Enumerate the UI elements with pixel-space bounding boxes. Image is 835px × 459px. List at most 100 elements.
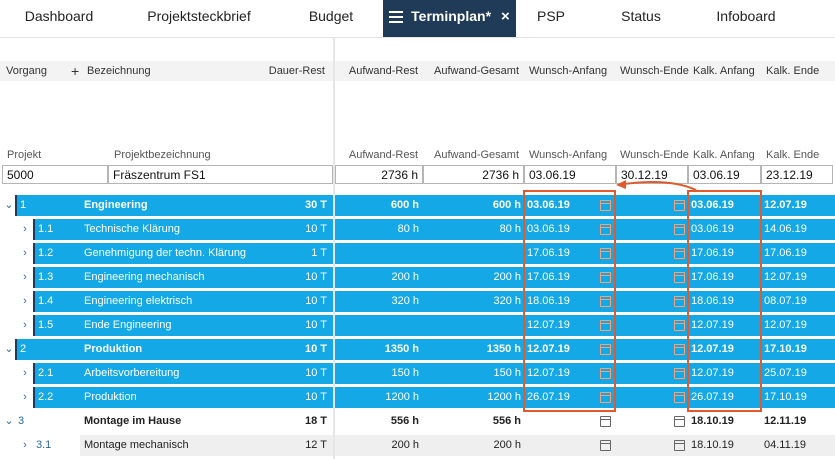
task-kalk-anfang: 12.07.19	[688, 315, 761, 336]
task-row[interactable]: ⌄ 2 Produktion 10 T 1350 h 1350 h 12.07.19 12.0…	[0, 339, 835, 360]
calendar-icon[interactable]	[600, 320, 611, 331]
project-aufwand-rest-field[interactable]: 2736 h	[335, 165, 423, 184]
task-row[interactable]: › 2.2 Produktion 10 T 1200 h 1200 h 26.07.19 26…	[0, 387, 835, 408]
task-row[interactable]: › 1.5 Ende Engineering 10 T 12.07.19 12.07.19…	[0, 315, 835, 336]
expand-chevron-icon[interactable]: ›	[23, 367, 27, 379]
col-header-vorgang[interactable]: Vorgang	[6, 65, 47, 77]
task-wunsch-anfang[interactable]: 12.07.19	[524, 315, 616, 336]
expand-chevron-icon[interactable]: ›	[23, 247, 27, 259]
task-row[interactable]: › 1.4 Engineering elektrisch 10 T 320 h 320 h…	[0, 291, 835, 312]
task-wunsch-anfang[interactable]	[524, 435, 616, 456]
task-wunsch-ende[interactable]	[616, 195, 688, 216]
task-wunsch-ende[interactable]	[616, 291, 688, 312]
calendar-icon[interactable]	[674, 392, 685, 403]
task-wunsch-ende[interactable]	[616, 219, 688, 240]
task-wunsch-ende[interactable]	[616, 435, 688, 456]
task-wunsch-anfang[interactable]: 12.07.19	[524, 363, 616, 384]
col-header-kalk-anfang[interactable]: Kalk. Anfang	[693, 65, 755, 77]
close-icon[interactable]: ×	[501, 8, 510, 25]
calendar-icon[interactable]	[674, 200, 685, 211]
task-kalk-ende: 25.07.19	[761, 363, 835, 384]
calendar-icon[interactable]	[600, 440, 611, 451]
task-wunsch-anfang[interactable]: 17.06.19	[524, 243, 616, 264]
project-wunsch-anfang-field[interactable]: 03.06.19	[524, 165, 616, 184]
task-row[interactable]: › 3.1 Montage mechanisch 12 T 200 h 200 h 18.1…	[0, 435, 835, 456]
project-id-field[interactable]: 5000	[2, 165, 108, 184]
calendar-icon[interactable]	[600, 296, 611, 307]
calendar-icon[interactable]	[674, 368, 685, 379]
expand-chevron-icon[interactable]: ⌄	[4, 199, 14, 211]
calendar-icon[interactable]	[600, 248, 611, 259]
calendar-icon[interactable]	[674, 440, 685, 451]
expand-chevron-icon[interactable]: ⌄	[4, 343, 14, 355]
task-row[interactable]: › 1.2 Genehmigung der techn. Klärung 1 T 17.…	[0, 243, 835, 264]
task-wunsch-ende[interactable]	[616, 339, 688, 360]
tab-psp[interactable]: PSP	[536, 8, 565, 24]
tab-projektsteckbrief[interactable]: Projektsteckbrief	[147, 8, 251, 24]
tab-status[interactable]: Status	[621, 8, 661, 24]
task-wunsch-anfang[interactable]: 17.06.19	[524, 267, 616, 288]
expand-chevron-icon[interactable]: ›	[23, 391, 27, 403]
calendar-icon[interactable]	[600, 200, 611, 211]
task-wunsch-anfang[interactable]: 03.06.19	[524, 195, 616, 216]
expand-chevron-icon[interactable]: ›	[23, 319, 27, 331]
task-row[interactable]: › 2.1 Arbeitsvorbereitung 10 T 150 h 150 h 12.…	[0, 363, 835, 384]
task-dauer-rest: 10 T	[258, 267, 333, 288]
task-wunsch-ende[interactable]	[616, 243, 688, 264]
calendar-icon[interactable]	[600, 344, 611, 355]
task-row[interactable]: ⌄ 1 Engineering 30 T 600 h 600 h 03.06.19 03.06…	[0, 195, 835, 216]
task-row[interactable]: ⌄ 3 Montage im Hause 18 T 556 h 556 h 18.10.19…	[0, 411, 835, 432]
task-wunsch-ende[interactable]	[616, 387, 688, 408]
calendar-icon[interactable]	[600, 272, 611, 283]
col-header-wunsch-anfang[interactable]: Wunsch-Anfang	[529, 65, 608, 77]
task-wunsch-anfang[interactable]: 18.06.19	[524, 291, 616, 312]
calendar-icon[interactable]	[674, 272, 685, 283]
calendar-icon[interactable]	[600, 392, 611, 403]
col-header-wunsch-ende[interactable]: Wunsch-Ende	[620, 65, 689, 77]
project-aufwand-gesamt-field[interactable]: 2736 h	[423, 165, 524, 184]
task-wunsch-ende[interactable]	[616, 363, 688, 384]
calendar-icon[interactable]	[674, 416, 685, 427]
task-aufwand-rest: 600 h	[335, 195, 423, 216]
expand-chevron-icon[interactable]: ›	[23, 439, 27, 451]
col-header-aufwand-rest[interactable]: Aufwand-Rest	[348, 65, 418, 77]
expand-chevron-icon[interactable]: ›	[23, 223, 27, 235]
project-kalk-anfang-field[interactable]: 03.06.19	[688, 165, 761, 184]
calendar-icon[interactable]	[674, 320, 685, 331]
col-header-bezeichnung[interactable]: Bezeichnung	[87, 65, 151, 77]
tab-budget[interactable]: Budget	[308, 8, 354, 24]
project-wunsch-ende-field[interactable]: 30.12.19	[616, 165, 688, 184]
label-aufwand-rest: Aufwand-Rest	[348, 149, 418, 161]
task-wunsch-ende[interactable]	[616, 315, 688, 336]
tab-dashboard[interactable]: Dashboard	[24, 8, 94, 24]
col-header-kalk-ende[interactable]: Kalk. Ende	[766, 65, 820, 77]
tab-terminplan[interactable]: Terminplan* ×	[383, 0, 516, 37]
col-header-dauer-rest[interactable]: Dauer-Rest	[268, 65, 325, 77]
col-header-aufwand-gesamt[interactable]: Aufwand-Gesamt	[434, 65, 519, 77]
project-kalk-ende-field[interactable]: 23.12.19	[761, 165, 833, 184]
calendar-icon[interactable]	[600, 416, 611, 427]
tab-infoboard[interactable]: Infoboard	[716, 8, 776, 24]
task-wunsch-anfang[interactable]: 03.06.19	[524, 219, 616, 240]
calendar-icon[interactable]	[674, 248, 685, 259]
menu-icon[interactable]	[389, 11, 404, 23]
calendar-icon[interactable]	[600, 224, 611, 235]
calendar-icon[interactable]	[600, 368, 611, 379]
add-button[interactable]: +	[71, 63, 80, 79]
calendar-icon[interactable]	[674, 296, 685, 307]
tab-terminplan-label: Terminplan*	[411, 8, 492, 24]
expand-chevron-icon[interactable]: ›	[23, 271, 27, 283]
task-row[interactable]: › 1.1 Technische Klärung 10 T 80 h 80 h 03.06.…	[0, 219, 835, 240]
calendar-icon[interactable]	[674, 224, 685, 235]
task-row[interactable]: › 1.3 Engineering mechanisch 10 T 200 h 200 h…	[0, 267, 835, 288]
calendar-icon[interactable]	[674, 344, 685, 355]
task-wunsch-anfang[interactable]: 12.07.19	[524, 339, 616, 360]
task-wunsch-ende[interactable]	[616, 267, 688, 288]
task-wunsch-anfang[interactable]: 26.07.19	[524, 387, 616, 408]
expand-chevron-icon[interactable]: ⌄	[4, 415, 14, 427]
expand-chevron-icon[interactable]: ›	[23, 295, 27, 307]
task-aufwand-gesamt: 1200 h	[423, 387, 524, 408]
project-name-field[interactable]: Fräszentrum FS1	[108, 165, 333, 184]
pane-divider[interactable]	[333, 37, 335, 459]
project-row: 5000 Fräszentrum FS1 2736 h 2736 h 03.06…	[0, 165, 835, 185]
